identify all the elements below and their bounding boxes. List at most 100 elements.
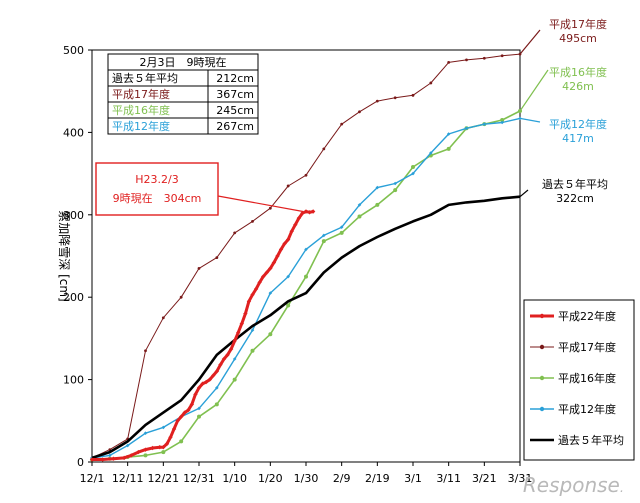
data-point	[339, 225, 344, 229]
series-line	[91, 195, 521, 460]
data-point	[214, 369, 220, 374]
series	[90, 108, 522, 462]
x-tick-label: 3/11	[436, 472, 461, 485]
legend-marker	[539, 375, 545, 381]
table-row-value: 267cm	[216, 120, 254, 133]
table-title: 2月3日 9時現在	[140, 56, 227, 69]
data-point	[310, 209, 316, 214]
data-point	[232, 357, 237, 361]
data-point	[261, 274, 266, 279]
table-row-label: 過去５年平均	[112, 71, 178, 85]
data-point	[253, 286, 259, 292]
end-label-value: 322cm	[556, 192, 594, 205]
x-tick-label: 2/9	[333, 472, 351, 485]
data-point	[304, 247, 308, 252]
data-point	[268, 291, 273, 295]
data-point	[215, 256, 219, 260]
data-point	[125, 443, 130, 448]
data-point	[271, 260, 277, 265]
data-point	[358, 110, 361, 114]
data-point	[144, 349, 147, 353]
data-point	[164, 441, 170, 447]
data-point	[465, 58, 468, 62]
data-point	[243, 311, 248, 316]
data-point	[411, 171, 415, 176]
data-point	[500, 54, 504, 58]
data-point	[307, 210, 312, 215]
data-point	[161, 425, 166, 430]
data-point	[250, 348, 255, 353]
data-point	[339, 230, 344, 235]
x-tick-label: 1/10	[222, 472, 247, 485]
data-point	[321, 239, 326, 244]
end-label-value: 417m	[562, 132, 594, 145]
table-row-value: 212cm	[216, 72, 254, 85]
data-point	[464, 126, 469, 131]
data-point	[171, 426, 177, 432]
legend-marker	[539, 313, 545, 319]
data-point	[357, 214, 362, 219]
data-point	[282, 241, 287, 246]
series	[89, 209, 316, 462]
data-point	[214, 402, 219, 407]
data-point	[211, 373, 216, 378]
data-point	[232, 338, 237, 344]
data-point	[322, 147, 326, 151]
data-point	[168, 435, 173, 440]
data-point	[285, 237, 291, 242]
watermark-suffix: .	[619, 481, 624, 496]
legend-label: 平成16年度	[558, 371, 616, 385]
data-point	[429, 151, 433, 155]
data-point	[500, 120, 504, 125]
data-point	[143, 431, 148, 435]
x-tick-label: 12/1	[80, 472, 105, 485]
data-point	[375, 202, 380, 207]
data-point	[179, 295, 183, 299]
legend-label: 平成17年度	[558, 340, 616, 354]
data-point	[268, 266, 273, 271]
data-point	[304, 274, 308, 279]
data-point	[429, 81, 433, 85]
data-point	[322, 233, 326, 238]
data-point	[100, 457, 105, 462]
data-point	[189, 402, 195, 407]
data-point	[207, 377, 212, 382]
end-label-name: 平成16年度	[549, 65, 607, 79]
y-tick-label: 100	[63, 374, 84, 387]
data-point	[264, 270, 269, 275]
callout-box	[95, 162, 219, 216]
y-tick-label: 400	[63, 126, 84, 139]
plot-area	[91, 49, 521, 463]
end-label-leader	[519, 117, 541, 123]
x-tick-label: 12/31	[183, 472, 215, 485]
data-point	[268, 332, 273, 337]
data-point	[303, 209, 309, 214]
data-point	[200, 381, 205, 386]
data-point	[193, 392, 198, 397]
data-point	[411, 93, 415, 97]
data-point	[239, 321, 244, 326]
callout: H23.2/3 9時現在 304cm	[95, 162, 304, 216]
data-point	[300, 210, 305, 216]
data-point	[375, 185, 380, 190]
data-point	[111, 456, 116, 461]
end-label-value: 495cm	[559, 32, 597, 45]
y-axis-title: 累加降雪深 [cm]	[57, 210, 71, 301]
x-tick-label: 3/31	[508, 472, 533, 485]
table-row-label: 平成16年度	[112, 103, 170, 117]
data-point	[357, 203, 362, 207]
x-tick-label: 12/21	[147, 472, 179, 485]
end-label-name: 平成17年度	[549, 17, 607, 31]
data-point	[250, 292, 255, 297]
data-point	[178, 414, 184, 419]
data-point	[143, 447, 148, 452]
x-tick-label: 2/19	[365, 472, 390, 485]
data-point	[446, 146, 451, 151]
y-axis-label: 累加降雪深 [cm]	[57, 210, 71, 301]
data-point	[482, 56, 486, 60]
end-label-name: 過去５年平均	[542, 177, 608, 191]
y-tick-label: 300	[63, 209, 84, 222]
data-point	[186, 407, 191, 413]
data-point	[275, 253, 280, 259]
